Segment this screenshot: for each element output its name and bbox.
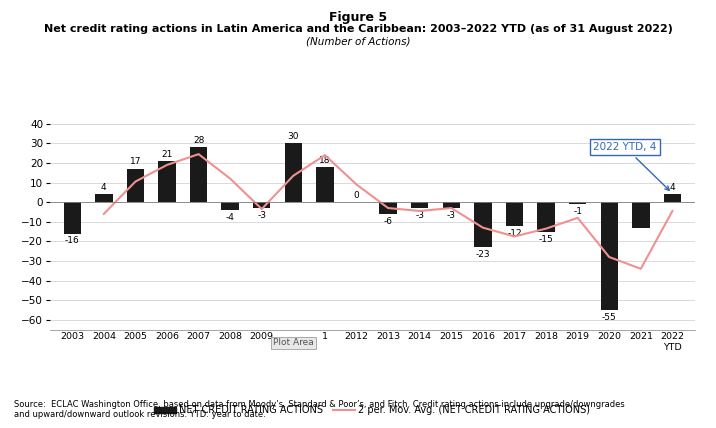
- Text: 4: 4: [101, 183, 107, 192]
- Text: Plot Area: Plot Area: [273, 339, 314, 348]
- Text: (Number of Actions): (Number of Actions): [306, 36, 410, 46]
- Bar: [221, 202, 239, 210]
- Text: -3: -3: [257, 211, 266, 220]
- Text: Source:  ECLAC Washington Office, based on data from Moody’s, Standard & Poor’s,: Source: ECLAC Washington Office, based o…: [14, 400, 625, 419]
- Text: 28: 28: [193, 136, 204, 145]
- Text: -16: -16: [65, 236, 79, 246]
- Bar: [505, 202, 523, 226]
- Bar: [64, 202, 81, 234]
- Text: -1: -1: [573, 207, 582, 216]
- Text: 17: 17: [130, 158, 141, 166]
- Text: Figure 5: Figure 5: [329, 11, 387, 24]
- Bar: [474, 202, 492, 247]
- Bar: [632, 202, 649, 228]
- Text: 4: 4: [669, 183, 675, 192]
- Text: -4: -4: [226, 213, 235, 222]
- Text: 2022 YTD, 4: 2022 YTD, 4: [594, 142, 669, 190]
- Text: -3: -3: [415, 211, 424, 220]
- Text: -6: -6: [384, 217, 392, 226]
- Bar: [664, 194, 681, 202]
- Text: 18: 18: [319, 155, 331, 164]
- Text: 0: 0: [354, 191, 359, 200]
- Bar: [190, 147, 207, 202]
- Bar: [316, 167, 334, 202]
- Text: -3: -3: [447, 211, 456, 220]
- Bar: [379, 202, 397, 214]
- Bar: [442, 202, 460, 208]
- Bar: [601, 202, 618, 310]
- Bar: [158, 161, 175, 202]
- Text: 21: 21: [161, 150, 173, 159]
- Bar: [411, 202, 428, 208]
- Bar: [569, 202, 586, 204]
- Text: -15: -15: [538, 235, 553, 244]
- Bar: [95, 194, 112, 202]
- Text: 30: 30: [288, 132, 299, 141]
- Text: -12: -12: [507, 229, 522, 238]
- Text: Net credit rating actions in Latin America and the Caribbean: 2003–2022 YTD (as : Net credit rating actions in Latin Ameri…: [44, 24, 672, 33]
- Bar: [127, 169, 144, 202]
- Bar: [538, 202, 555, 232]
- Text: -55: -55: [602, 313, 616, 322]
- Bar: [253, 202, 271, 208]
- Text: -23: -23: [475, 250, 490, 259]
- Bar: [285, 143, 302, 202]
- Legend: NET CREDIT RATING ACTIONS, 2 per. Mov. Avg. (NET CREDIT RATING ACTIONS): NET CREDIT RATING ACTIONS, 2 per. Mov. A…: [150, 401, 594, 419]
